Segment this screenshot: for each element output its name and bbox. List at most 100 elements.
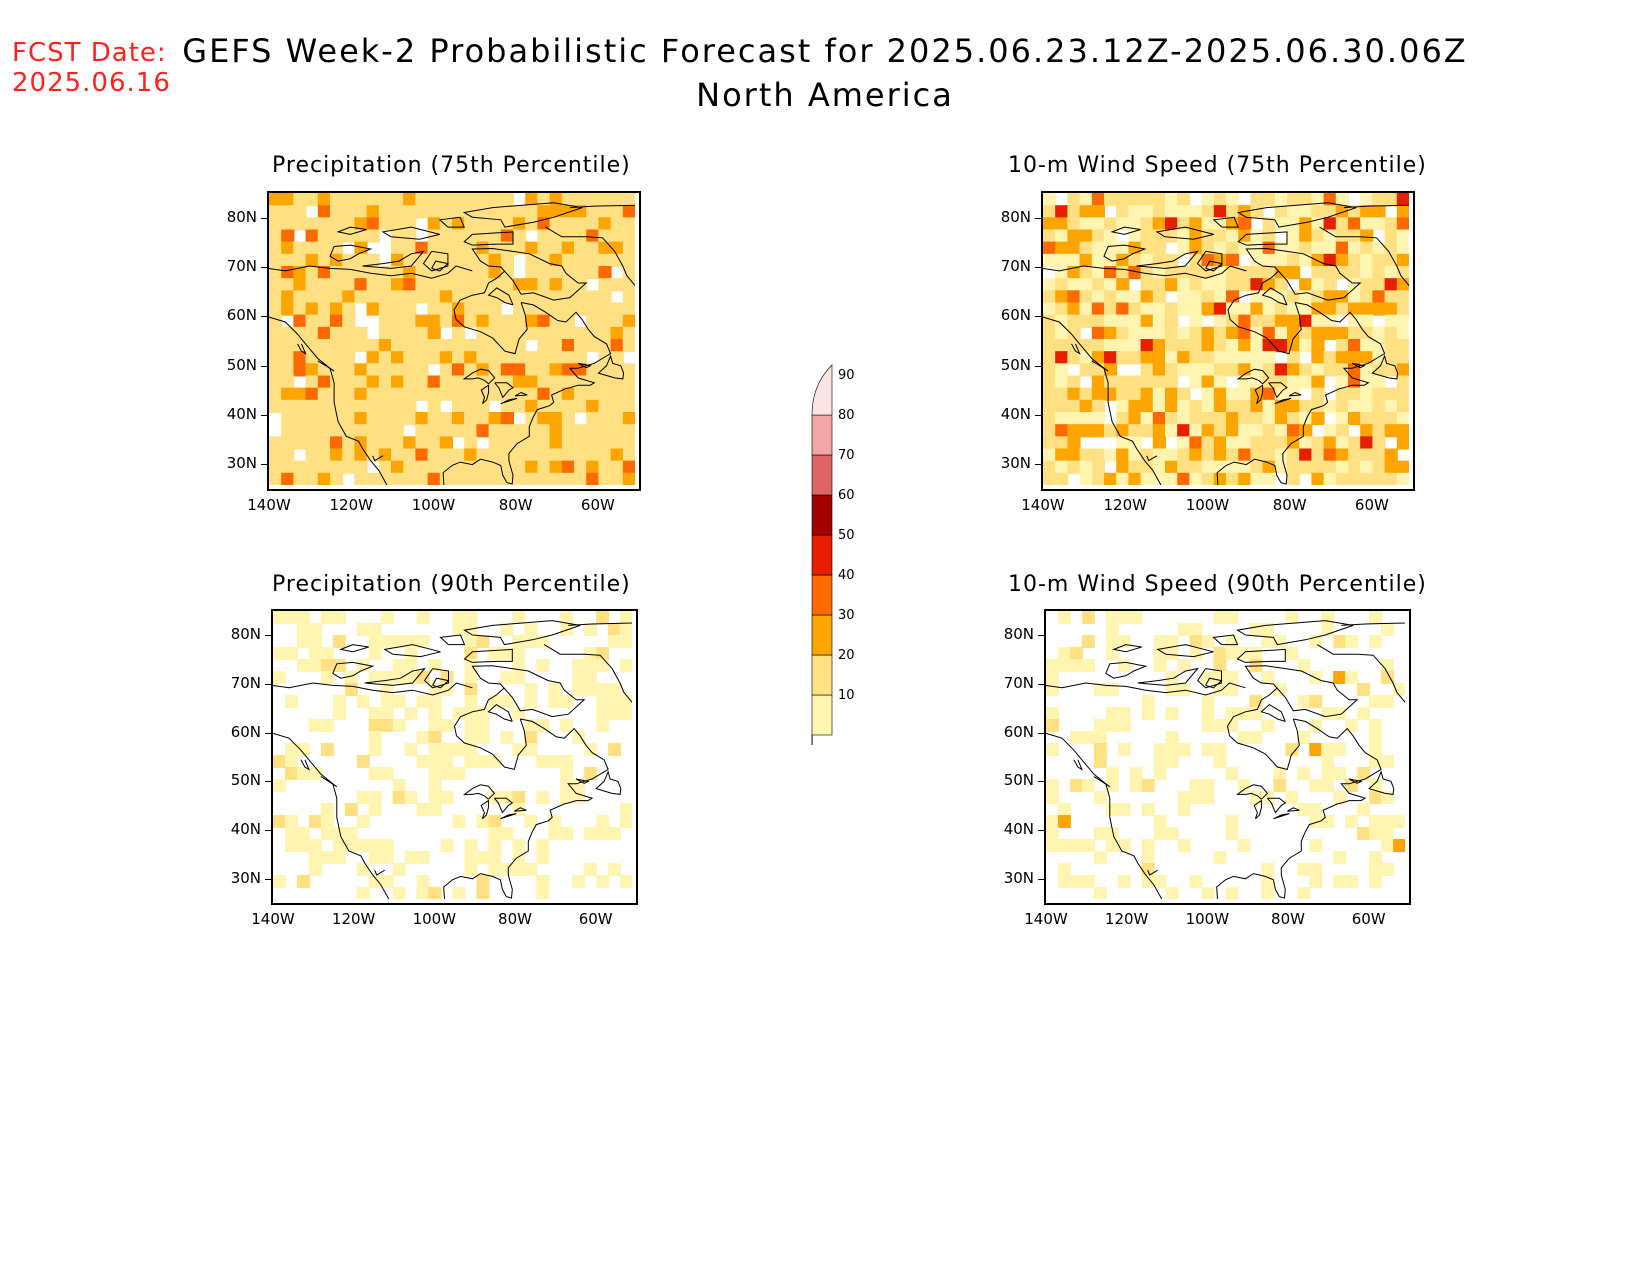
coastline bbox=[1371, 354, 1399, 380]
probability-cell bbox=[427, 436, 441, 450]
probability-cell bbox=[574, 424, 588, 438]
probability-cell bbox=[1250, 339, 1264, 353]
probability-cell bbox=[1165, 339, 1179, 353]
probability-cell bbox=[1165, 253, 1179, 267]
probability-cell bbox=[342, 193, 356, 207]
probability-cell bbox=[284, 743, 298, 756]
probability-cell bbox=[1299, 460, 1313, 474]
lon-tick-label: 100W bbox=[412, 910, 457, 928]
probability-cell bbox=[610, 278, 624, 292]
probability-cell bbox=[1321, 767, 1335, 780]
probability-cell bbox=[1140, 229, 1154, 243]
probability-cell bbox=[1226, 229, 1240, 243]
probability-cell bbox=[476, 351, 490, 365]
probability-cell bbox=[500, 351, 514, 365]
probability-cell bbox=[439, 266, 453, 280]
probability-cell bbox=[1079, 229, 1093, 243]
probability-cell bbox=[574, 193, 588, 207]
probability-cell bbox=[296, 611, 310, 624]
probability-cell bbox=[1141, 863, 1155, 876]
probability-cell bbox=[1079, 266, 1093, 280]
probability-cell bbox=[1393, 839, 1405, 852]
probability-cell bbox=[1335, 205, 1349, 219]
probability-cell bbox=[293, 253, 307, 267]
coastline bbox=[575, 778, 590, 784]
probability-cell bbox=[416, 755, 430, 768]
probability-cell bbox=[1323, 302, 1337, 316]
probability-cell bbox=[1372, 436, 1386, 450]
coastline bbox=[1316, 644, 1405, 703]
probability-cell bbox=[1153, 875, 1167, 888]
probability-cell bbox=[415, 266, 429, 280]
probability-cell bbox=[596, 719, 610, 732]
probability-cell bbox=[428, 791, 442, 804]
probability-cell bbox=[1384, 339, 1398, 353]
probability-cell bbox=[1165, 363, 1179, 377]
probability-cell bbox=[368, 719, 382, 732]
probability-cell bbox=[1128, 205, 1142, 219]
probability-cell bbox=[1238, 278, 1252, 292]
probability-cell bbox=[1201, 436, 1215, 450]
probability-cell bbox=[1091, 229, 1105, 243]
probability-cell bbox=[1369, 827, 1383, 840]
probability-cell bbox=[1384, 460, 1398, 474]
probability-cell bbox=[488, 448, 502, 462]
probability-cell bbox=[549, 387, 563, 401]
lon-tick-label: 60W bbox=[1351, 910, 1386, 928]
probability-cell bbox=[1311, 229, 1325, 243]
probability-cell bbox=[1189, 253, 1203, 267]
probability-cell bbox=[524, 731, 538, 744]
coastline bbox=[577, 362, 592, 369]
probability-cell bbox=[1093, 719, 1107, 732]
probability-cell bbox=[622, 436, 635, 450]
probability-cell bbox=[1213, 278, 1227, 292]
probability-cell bbox=[1116, 436, 1130, 450]
probability-cell bbox=[1287, 326, 1301, 340]
probability-cell bbox=[440, 671, 454, 684]
probability-cell bbox=[1360, 412, 1374, 426]
probability-cell bbox=[513, 326, 527, 340]
probability-cell bbox=[378, 290, 392, 304]
probability-cell bbox=[586, 302, 600, 316]
probability-cell bbox=[1333, 671, 1347, 684]
coastline bbox=[471, 247, 588, 301]
probability-cell bbox=[1140, 448, 1154, 462]
coastline bbox=[362, 250, 425, 269]
probability-cell bbox=[476, 314, 490, 328]
probability-cell bbox=[1043, 326, 1057, 340]
probability-cell bbox=[488, 827, 502, 840]
probability-cell bbox=[440, 839, 454, 852]
probability-cell bbox=[1213, 851, 1227, 864]
probability-cell bbox=[1140, 253, 1154, 267]
probability-cell bbox=[284, 755, 298, 768]
probability-cell bbox=[1261, 671, 1275, 684]
probability-cell bbox=[1297, 767, 1311, 780]
probability-cell bbox=[574, 363, 588, 377]
probability-cell bbox=[1333, 875, 1347, 888]
probability-cell bbox=[403, 253, 417, 267]
probability-cell bbox=[549, 229, 563, 243]
probability-cell bbox=[464, 839, 478, 852]
probability-cell bbox=[354, 424, 368, 438]
probability-cell bbox=[610, 436, 624, 450]
probability-cell bbox=[317, 193, 331, 207]
probability-cell bbox=[1384, 424, 1398, 438]
probability-cell bbox=[513, 278, 527, 292]
probability-cell bbox=[560, 719, 574, 732]
probability-cell bbox=[488, 314, 502, 328]
probability-cell bbox=[622, 412, 635, 426]
lat-tick-label: 40N bbox=[1003, 820, 1034, 838]
probability-cell bbox=[1055, 278, 1069, 292]
probability-cell bbox=[1055, 424, 1069, 438]
probability-cell bbox=[354, 448, 368, 462]
probability-cell bbox=[536, 719, 550, 732]
probability-cell bbox=[1165, 217, 1179, 231]
probability-cell bbox=[561, 229, 575, 243]
probability-cell bbox=[596, 683, 610, 696]
probability-cell bbox=[1335, 217, 1349, 231]
probability-cell bbox=[622, 424, 635, 438]
probability-cell bbox=[1287, 412, 1301, 426]
probability-cell bbox=[525, 472, 539, 485]
probability-cell bbox=[392, 887, 406, 899]
page-title: GEFS Week-2 Probabilistic Forecast for 2… bbox=[182, 32, 1468, 70]
